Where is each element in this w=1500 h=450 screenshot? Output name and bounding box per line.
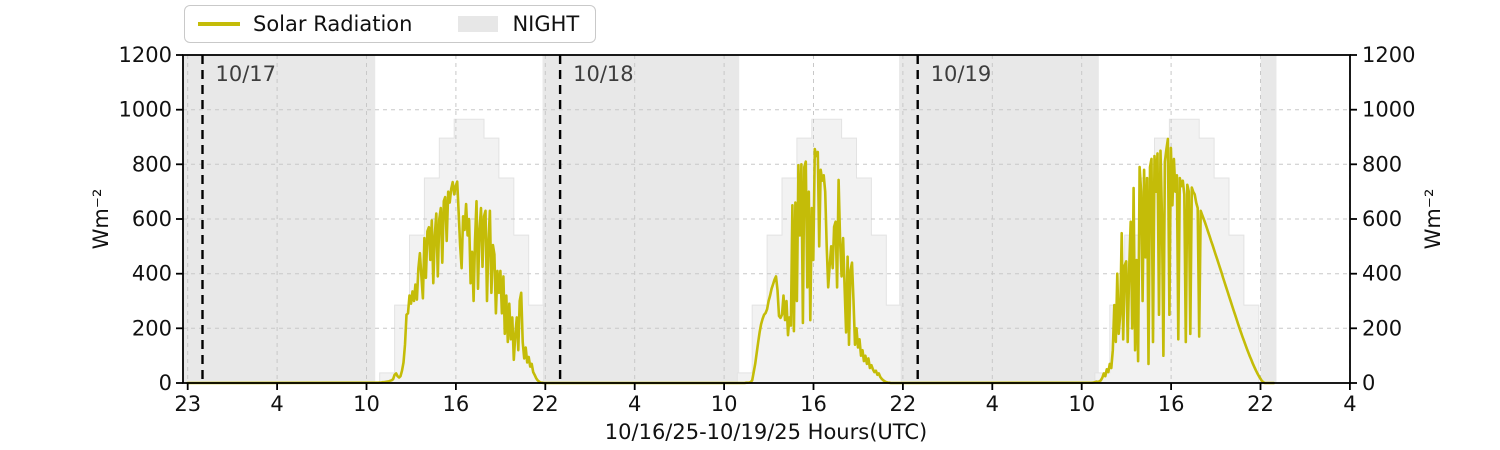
- y-tick-label-left: 1000: [119, 98, 172, 122]
- y-axis-label-left: Wm⁻²: [89, 188, 113, 250]
- y-tick-label-left: 0: [159, 371, 172, 395]
- solar-radiation-line: [186, 137, 1275, 385]
- y-tick-label-left: 600: [132, 207, 172, 231]
- clear-sky-envelope: [379, 118, 1260, 384]
- y-tick-label-left: 800: [132, 152, 172, 176]
- day-label: 10/19: [931, 62, 992, 86]
- x-tick-label: 16: [443, 392, 470, 416]
- night-patch-swatch: [458, 16, 499, 32]
- x-tick-label: 22: [1247, 392, 1274, 416]
- x-tick-label: 10: [1068, 392, 1095, 416]
- legend-item-night: NIGHT: [458, 12, 579, 36]
- gridlines: [183, 55, 1351, 383]
- legend-label-night: NIGHT: [512, 12, 580, 36]
- x-tick-label: 10: [711, 392, 738, 416]
- day-label: 10/18: [573, 62, 634, 86]
- y-tick-label-right: 800: [1362, 152, 1402, 176]
- y-axis-label-right: Wm⁻²: [1421, 188, 1445, 250]
- x-tick-label: 4: [628, 392, 641, 416]
- y-tick-label-right: 0: [1362, 371, 1375, 395]
- y-tick-label-left: 1200: [119, 43, 172, 67]
- clear-sky-step-area: [736, 118, 902, 384]
- day-boundaries: 10/17 10/18 10/19: [201, 55, 992, 383]
- x-tick-label: 10: [353, 392, 380, 416]
- day-label: 10/17: [216, 62, 277, 86]
- y-tick-label-right: 1200: [1362, 43, 1415, 67]
- x-tick-label: 4: [270, 392, 283, 416]
- x-tick-label: 16: [1158, 392, 1185, 416]
- solar-radiation-line-swatch: [198, 22, 240, 26]
- x-tick-label: 4: [986, 392, 999, 416]
- legend: Solar Radiation NIGHT: [184, 5, 597, 43]
- y-tick-label-right: 1000: [1362, 98, 1415, 122]
- y-tick-label-right: 200: [1362, 316, 1402, 340]
- x-tick-label: 22: [532, 392, 559, 416]
- night-band: [1260, 55, 1277, 383]
- y-tick-label-right: 600: [1362, 207, 1402, 231]
- y-tick-label-left: 200: [132, 316, 172, 340]
- x-tick-label: 16: [800, 392, 827, 416]
- x-tick-label: 4: [1343, 392, 1356, 416]
- legend-item-solar-radiation: Solar Radiation: [198, 12, 412, 36]
- x-axis-label: 10/16/25-10/19/25 Hours(UTC): [604, 420, 928, 444]
- x-tick-label: 22: [890, 392, 917, 416]
- y-tick-label-left: 400: [132, 262, 172, 286]
- y-tick-label-right: 400: [1362, 262, 1402, 286]
- x-tick-label: 23: [174, 392, 201, 416]
- legend-label-solar-radiation: Solar Radiation: [253, 12, 413, 36]
